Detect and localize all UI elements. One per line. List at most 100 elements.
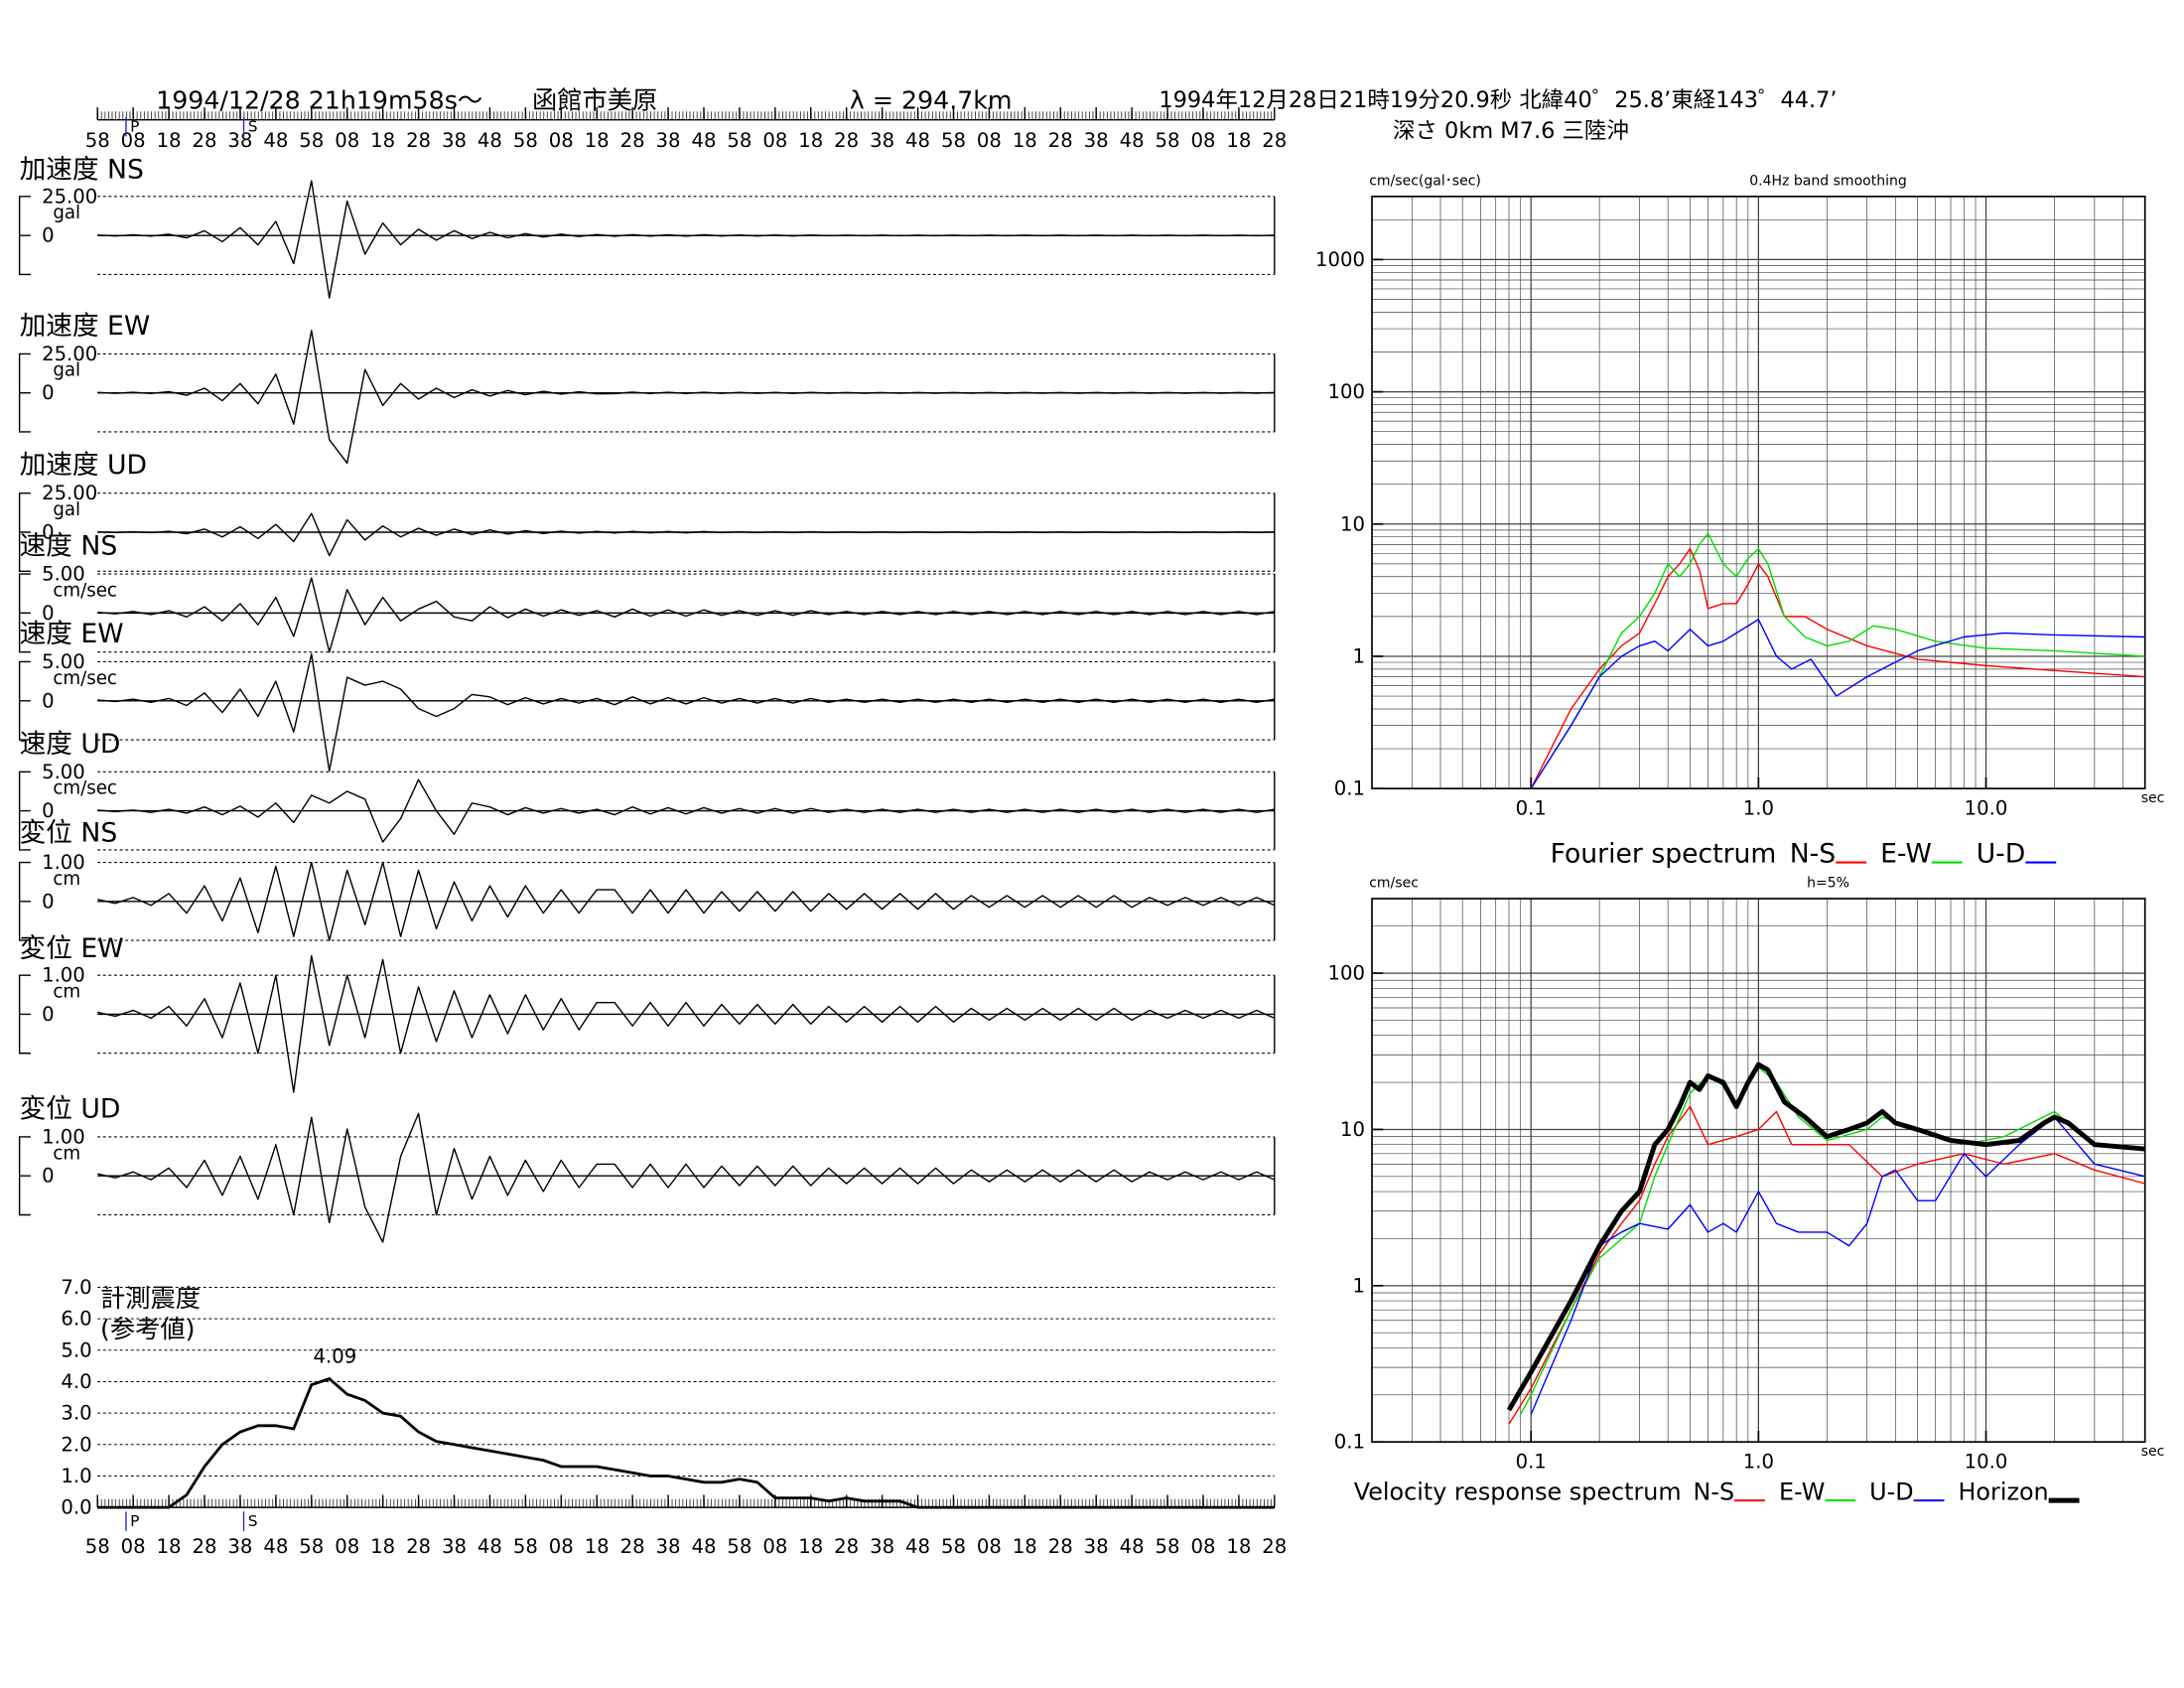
x-tick-label: 0.1 bbox=[1516, 796, 1547, 819]
y-axis-label: cm/sec(gal･sec) bbox=[1369, 173, 1481, 189]
time-tick-label: 58 bbox=[85, 129, 110, 152]
bottom-phase-label: S bbox=[248, 1512, 258, 1530]
time-tick-label: 08 bbox=[335, 1535, 359, 1558]
time-tick-label: 28 bbox=[1262, 1535, 1287, 1558]
scale-label: 1.00 bbox=[42, 964, 85, 987]
x-tick-label: 10.0 bbox=[1965, 796, 2008, 819]
legend-label: N-S bbox=[1694, 1478, 1735, 1506]
scale-label: 0 bbox=[42, 799, 55, 822]
panel-bracket bbox=[18, 1136, 31, 1216]
time-tick-label: 28 bbox=[406, 129, 431, 152]
scale-label: 0 bbox=[42, 224, 55, 247]
time-tick-label: 08 bbox=[762, 1535, 787, 1558]
time-tick-label: 08 bbox=[549, 1535, 574, 1558]
time-tick-label: 58 bbox=[513, 1535, 538, 1558]
x-tick-label: 1.0 bbox=[1743, 796, 1774, 819]
spectrum-line bbox=[1506, 1061, 2145, 1412]
time-tick-label: 58 bbox=[299, 1535, 324, 1558]
x-tick-label: 10.0 bbox=[1965, 1450, 2008, 1473]
scale-label: 5.00 bbox=[42, 650, 85, 673]
scale-label: 0 bbox=[42, 890, 55, 913]
scale-label: 0 bbox=[42, 689, 55, 712]
trace-name: 加速度 UD bbox=[20, 450, 147, 481]
spectrum-line bbox=[1530, 548, 2145, 789]
time-tick-label: 18 bbox=[798, 1535, 823, 1558]
scale-label: 0 bbox=[42, 1165, 55, 1188]
time-tick-label: 18 bbox=[1226, 1535, 1251, 1558]
y-tick-label: 10 bbox=[1340, 512, 1365, 535]
x-tick-label: 1.0 bbox=[1743, 1450, 1774, 1473]
time-tick-label: 18 bbox=[1013, 1535, 1037, 1558]
time-tick-label: 48 bbox=[1120, 1535, 1145, 1558]
time-tick-label: 18 bbox=[157, 1535, 182, 1558]
time-tick-label: 38 bbox=[870, 129, 894, 152]
intensity-tick-label: 7.0 bbox=[61, 1276, 91, 1299]
scale-label: 25.00 bbox=[42, 482, 97, 504]
time-tick-label: 18 bbox=[585, 129, 610, 152]
y-tick-label: 10 bbox=[1340, 1118, 1365, 1141]
bottom-phase-label: P bbox=[130, 1512, 139, 1530]
time-tick-label: 28 bbox=[620, 129, 645, 152]
panel-bracket bbox=[18, 352, 31, 433]
panel-bracket bbox=[18, 660, 31, 741]
y-tick-label: 0.1 bbox=[1334, 1431, 1365, 1454]
waveform bbox=[97, 512, 1275, 557]
trace-name: 速度 UD bbox=[20, 729, 121, 760]
unit-label: cm/sec bbox=[53, 580, 117, 601]
scale-label: 0 bbox=[42, 381, 55, 404]
legend-label: E-W bbox=[1880, 839, 1932, 870]
time-tick-label: 38 bbox=[870, 1535, 894, 1558]
scale-label: 1.00 bbox=[42, 1125, 85, 1148]
time-tick-label: 38 bbox=[656, 1535, 681, 1558]
time-tick-label: 28 bbox=[1048, 129, 1073, 152]
waveform bbox=[97, 330, 1275, 465]
y-tick-label: 1 bbox=[1353, 1274, 1366, 1297]
unit-label: gal bbox=[53, 360, 80, 381]
scale-label: 0 bbox=[42, 1003, 55, 1026]
epicenter-info: 1994年12月28日21時19分20.9秒 北緯40゜25.8’東経143゜4… bbox=[1159, 87, 1837, 113]
time-tick-label: 08 bbox=[335, 129, 359, 152]
spectrum-line bbox=[1530, 619, 2145, 789]
time-tick-label: 48 bbox=[478, 1535, 502, 1558]
trace-name: 加速度 NS bbox=[20, 155, 144, 186]
legend-label: E-W bbox=[1779, 1478, 1825, 1506]
time-tick-label: 48 bbox=[263, 1535, 288, 1558]
trace-name: 変位 NS bbox=[20, 818, 118, 849]
y-tick-label: 100 bbox=[1328, 380, 1365, 403]
x-axis-label: sec bbox=[2141, 790, 2165, 806]
panel-bracket bbox=[18, 196, 31, 276]
trace-name: 速度 EW bbox=[20, 619, 124, 649]
time-tick-label: 48 bbox=[691, 129, 716, 152]
intensity-tick-label: 0.0 bbox=[61, 1496, 91, 1519]
time-tick-label: 58 bbox=[941, 1535, 966, 1558]
time-tick-label: 58 bbox=[1156, 1535, 1180, 1558]
time-tick-label: 58 bbox=[1156, 129, 1180, 152]
time-tick-label: 48 bbox=[905, 129, 930, 152]
legend-label: Horizon bbox=[1959, 1478, 2049, 1506]
scale-label: 0 bbox=[42, 602, 55, 625]
unit-label: cm/sec bbox=[53, 778, 117, 799]
time-tick-label: 38 bbox=[442, 1535, 467, 1558]
depth-magnitude: 深さ 0km M7.6 三陸沖 bbox=[1393, 118, 1629, 144]
time-tick-label: 08 bbox=[549, 129, 574, 152]
epicentral-distance: λ = 294.7km bbox=[850, 86, 1013, 115]
time-tick-label: 38 bbox=[442, 129, 467, 152]
time-tick-label: 18 bbox=[370, 129, 395, 152]
time-tick-label: 58 bbox=[299, 129, 324, 152]
intensity-tick-label: 4.0 bbox=[61, 1370, 91, 1393]
time-tick-label: 28 bbox=[620, 1535, 645, 1558]
panel-bracket bbox=[18, 861, 31, 941]
scale-label: 5.00 bbox=[42, 761, 85, 783]
time-tick-label: 28 bbox=[1048, 1535, 1073, 1558]
scale-label: 1.00 bbox=[42, 851, 85, 874]
intensity-tick-label: 6.0 bbox=[61, 1308, 91, 1331]
scale-label: 25.00 bbox=[42, 343, 97, 365]
waveform bbox=[97, 577, 1275, 653]
time-tick-label: 28 bbox=[1262, 129, 1287, 152]
unit-label: gal bbox=[53, 203, 80, 223]
time-tick-label: 38 bbox=[227, 129, 252, 152]
y-tick-label: 1 bbox=[1353, 644, 1366, 667]
y-tick-label: 0.1 bbox=[1334, 777, 1365, 800]
